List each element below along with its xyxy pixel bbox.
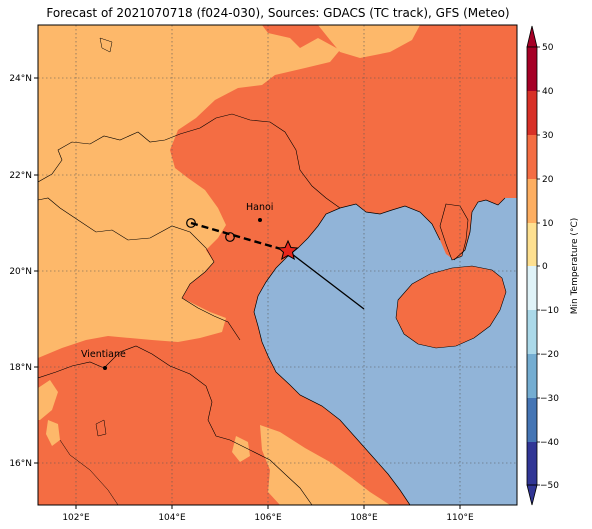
- map-title: Forecast of 2021070718 (f024-030), Sourc…: [46, 6, 510, 20]
- colorbar-band-m20-m10: [527, 310, 537, 354]
- colorbar-band-m40-m30: [527, 398, 537, 442]
- map-frame: [37, 24, 518, 506]
- colorbar-tick-40: 40: [542, 87, 554, 97]
- graticule: [38, 25, 517, 505]
- colorbar-tick-10: 10: [542, 219, 554, 229]
- map-area: Hanoi Vientiane: [38, 25, 517, 505]
- lat-tick-20: 20°N: [9, 267, 32, 277]
- city-dot-hanoi: [258, 218, 262, 222]
- city-label-hanoi: Hanoi: [246, 202, 273, 213]
- mild-region-left-band: [38, 380, 58, 420]
- colorbar-tick-marks: [537, 46, 540, 486]
- track-past: [190, 221, 289, 253]
- axis-ticks: [34, 77, 461, 509]
- colorbar-tick-m40: −40: [540, 438, 559, 448]
- city-dot-vientiane: [103, 366, 107, 370]
- colorbar-label: Min Temperature (°C): [570, 218, 580, 315]
- border-inner-2: [95, 419, 107, 437]
- track-forecast: [287, 250, 365, 310]
- border-china-vietnam: [38, 113, 341, 209]
- track-position-prev: [225, 232, 235, 242]
- current-position-star-icon: [277, 239, 299, 261]
- colorbar-band-m30-m20: [527, 354, 537, 398]
- colorbar-tick-0: 0: [542, 262, 548, 272]
- mild-region-spot-2: [152, 174, 161, 188]
- lat-tick-22: 22°N: [9, 171, 32, 181]
- mild-region-south-west: [232, 436, 250, 462]
- mild-region-south: [260, 425, 390, 505]
- lat-tick-16: 16°N: [9, 459, 32, 469]
- colorbar-extend-top: [526, 25, 538, 48]
- border-inner-1: [59, 439, 119, 505]
- colorbar-band-10-20: [527, 179, 537, 223]
- colorbar-tick-m50: −50: [540, 481, 559, 491]
- mild-region-top: [318, 25, 420, 58]
- colorbar-extend-bottom: [526, 484, 538, 506]
- city-label-vientiane: Vientiane: [81, 349, 126, 360]
- colorbar-tick-30: 30: [542, 131, 554, 141]
- colorbar-band-0-10: [527, 223, 537, 266]
- border-laos-north: [38, 197, 241, 341]
- leizhou-peninsula: [439, 203, 469, 261]
- coastline: [253, 197, 506, 505]
- colorbar-tick-m30: −30: [540, 394, 559, 404]
- colorbar-tick-m20: −20: [540, 350, 559, 360]
- colorbar-band-m50-m40: [527, 442, 537, 485]
- colorbar-band-m10-0: [527, 266, 537, 310]
- colorbar-tick-20: 20: [542, 175, 554, 185]
- border-china-north: [99, 37, 113, 53]
- lon-tick-104: 104°E: [158, 513, 186, 523]
- lon-tick-108: 108°E: [350, 513, 378, 523]
- hainan-island: [395, 265, 507, 349]
- colorbar-band-20-30: [527, 135, 537, 179]
- colorbar-band-30-40: [527, 91, 537, 135]
- border-laos-south: [103, 345, 313, 505]
- lon-tick-102: 102°E: [62, 513, 90, 523]
- track-position-past: [186, 218, 196, 228]
- colorbar-band-40-50: [527, 47, 537, 91]
- mild-region-spot: [46, 420, 60, 446]
- mild-region-north: [38, 25, 340, 358]
- colorbar: 50 40 30 20 10 0 −10 −20 −30 −40 −50 Min…: [526, 25, 580, 506]
- border-laos-thailand: [38, 361, 105, 379]
- lon-tick-110: 110°E: [446, 513, 474, 523]
- colorbar-tick-m10: −10: [540, 306, 559, 316]
- colorbar-tick-50: 50: [542, 43, 554, 53]
- lon-tick-106: 106°E: [254, 513, 282, 523]
- lat-tick-18: 18°N: [9, 363, 32, 373]
- lat-tick-24: 24°N: [9, 74, 32, 84]
